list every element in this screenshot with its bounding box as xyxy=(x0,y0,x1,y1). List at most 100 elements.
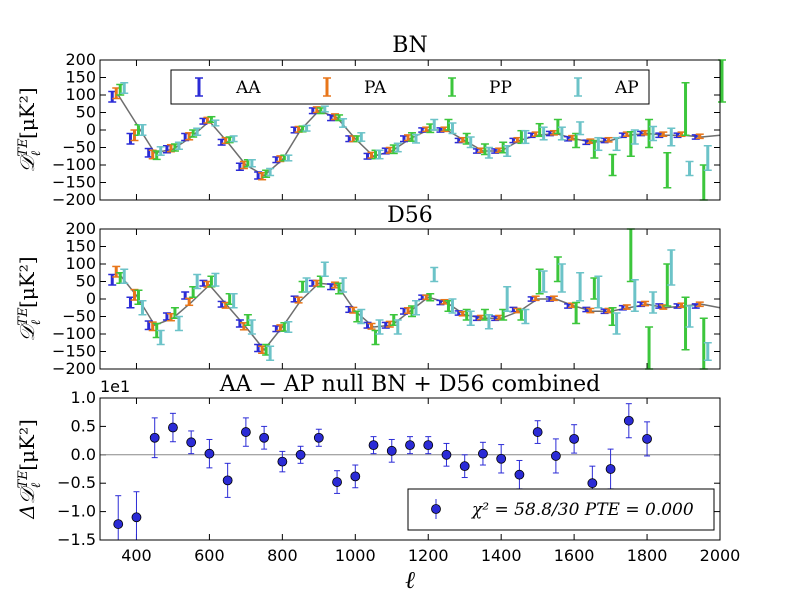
y-tick-label: −200 xyxy=(52,190,96,209)
errorbar-ap xyxy=(174,315,183,332)
null-point xyxy=(168,412,178,443)
errorbar-ap xyxy=(339,118,348,128)
errorbar-ap xyxy=(649,291,658,314)
errorbar-ap xyxy=(211,272,220,287)
panel-title-null: AA − AP null BN + D56 combined xyxy=(219,372,601,397)
errorbar-ap xyxy=(302,277,311,293)
errorbar-ap xyxy=(484,146,493,159)
errorbar-ap xyxy=(685,305,694,328)
y-axis-label-d56: 𝒟TEℓ[μK²] xyxy=(15,256,44,341)
y-tick-label: −100 xyxy=(52,324,96,343)
errorbar-ap xyxy=(576,121,585,136)
errorbar-pa xyxy=(549,295,558,302)
y-tick-label: −150 xyxy=(52,342,96,361)
y-tick-label: 150 xyxy=(65,237,96,256)
legend-label: AA xyxy=(235,78,261,98)
panel-title-d56: D56 xyxy=(387,203,433,228)
axes-frame-null xyxy=(99,397,721,541)
y-tick-label: 0.5 xyxy=(71,416,96,435)
null-point xyxy=(131,491,142,541)
null-point xyxy=(222,462,233,498)
errorbar-ap xyxy=(211,119,220,127)
null-marker xyxy=(623,415,634,426)
errorbar-pa xyxy=(367,322,376,330)
null-marker xyxy=(587,478,598,489)
legend-box-bn xyxy=(170,69,650,105)
x-tick-label: 1600 xyxy=(554,546,595,565)
errorbar-ap xyxy=(649,125,658,142)
null-marker xyxy=(605,464,616,474)
null-marker xyxy=(478,448,488,459)
y-tick-label: −50 xyxy=(62,307,96,326)
errorbar-pa xyxy=(586,307,595,314)
errorbar-pp xyxy=(718,59,726,103)
y-tick-label: 0.0 xyxy=(71,445,96,464)
y-tick-label: 100 xyxy=(65,254,96,273)
errorbar-ap xyxy=(138,300,147,316)
errorbar-pp xyxy=(608,153,617,177)
y-tick-label: 0 xyxy=(86,120,96,139)
errorbar-pp xyxy=(681,82,690,136)
errorbar-ap xyxy=(393,319,402,335)
errorbar-ap xyxy=(284,321,293,333)
null-marker xyxy=(149,432,160,443)
null-marker xyxy=(332,477,342,487)
errorbar-pa xyxy=(622,304,631,310)
errorbar-ap xyxy=(667,249,676,286)
y-tick-label: 1.0 xyxy=(71,388,96,407)
null-point xyxy=(496,444,507,474)
x-tick-label: 800 xyxy=(267,546,298,565)
null-marker xyxy=(642,433,652,444)
null-point xyxy=(240,417,251,447)
null-point xyxy=(332,470,342,494)
x-tick-label: 600 xyxy=(194,546,225,565)
errorbar-ap xyxy=(375,319,384,335)
y-tick-label: 0 xyxy=(86,289,96,308)
null-point xyxy=(550,438,561,474)
y-axis-label-bn: 𝒟TEℓ[μK²] xyxy=(15,87,44,172)
y-tick-label: −1.0 xyxy=(57,502,96,521)
null-point xyxy=(532,420,543,444)
errorbar-ap xyxy=(703,342,712,361)
y-tick-label: 200 xyxy=(65,219,96,238)
null-marker xyxy=(277,456,288,467)
null-marker xyxy=(368,440,379,451)
null-marker xyxy=(423,440,434,451)
null-point xyxy=(441,442,452,467)
errorbar-pp xyxy=(572,301,581,325)
offset-text: 1e1 xyxy=(100,377,130,396)
errorbar-pa xyxy=(659,131,668,138)
errorbar-ap xyxy=(466,310,475,326)
errorbar-ap xyxy=(357,308,366,325)
errorbar-ap xyxy=(156,329,165,346)
x-tick-label: 1000 xyxy=(335,546,376,565)
null-point xyxy=(514,459,525,490)
panel-null: AA − AP null BN + D56 combined 1e1 400 60… xyxy=(15,372,740,594)
errorbar-ap xyxy=(685,160,694,177)
errorbar-ap xyxy=(412,133,420,144)
errorbar-ap xyxy=(594,275,603,309)
errorbar-pa xyxy=(531,295,540,302)
null-marker xyxy=(186,437,197,448)
errorbar-pp xyxy=(645,326,654,370)
errorbar-ap xyxy=(174,141,183,150)
errorbar-ap xyxy=(193,273,202,290)
errorbar-ap xyxy=(247,319,256,335)
null-point xyxy=(204,438,215,469)
null-point xyxy=(149,417,160,459)
null-point xyxy=(368,436,379,455)
errorbar-ap xyxy=(229,293,238,309)
y-tick-label: 150 xyxy=(65,68,96,87)
null-point xyxy=(423,436,434,455)
null-point xyxy=(277,450,288,473)
legend-entry-ap: AP xyxy=(574,77,639,98)
null-marker xyxy=(550,451,561,461)
legend-label: AP xyxy=(614,78,639,98)
errorbar-ap xyxy=(138,124,147,136)
y-tick-label: −1.5 xyxy=(57,530,96,549)
null-point xyxy=(186,430,197,455)
null-marker xyxy=(441,449,452,460)
